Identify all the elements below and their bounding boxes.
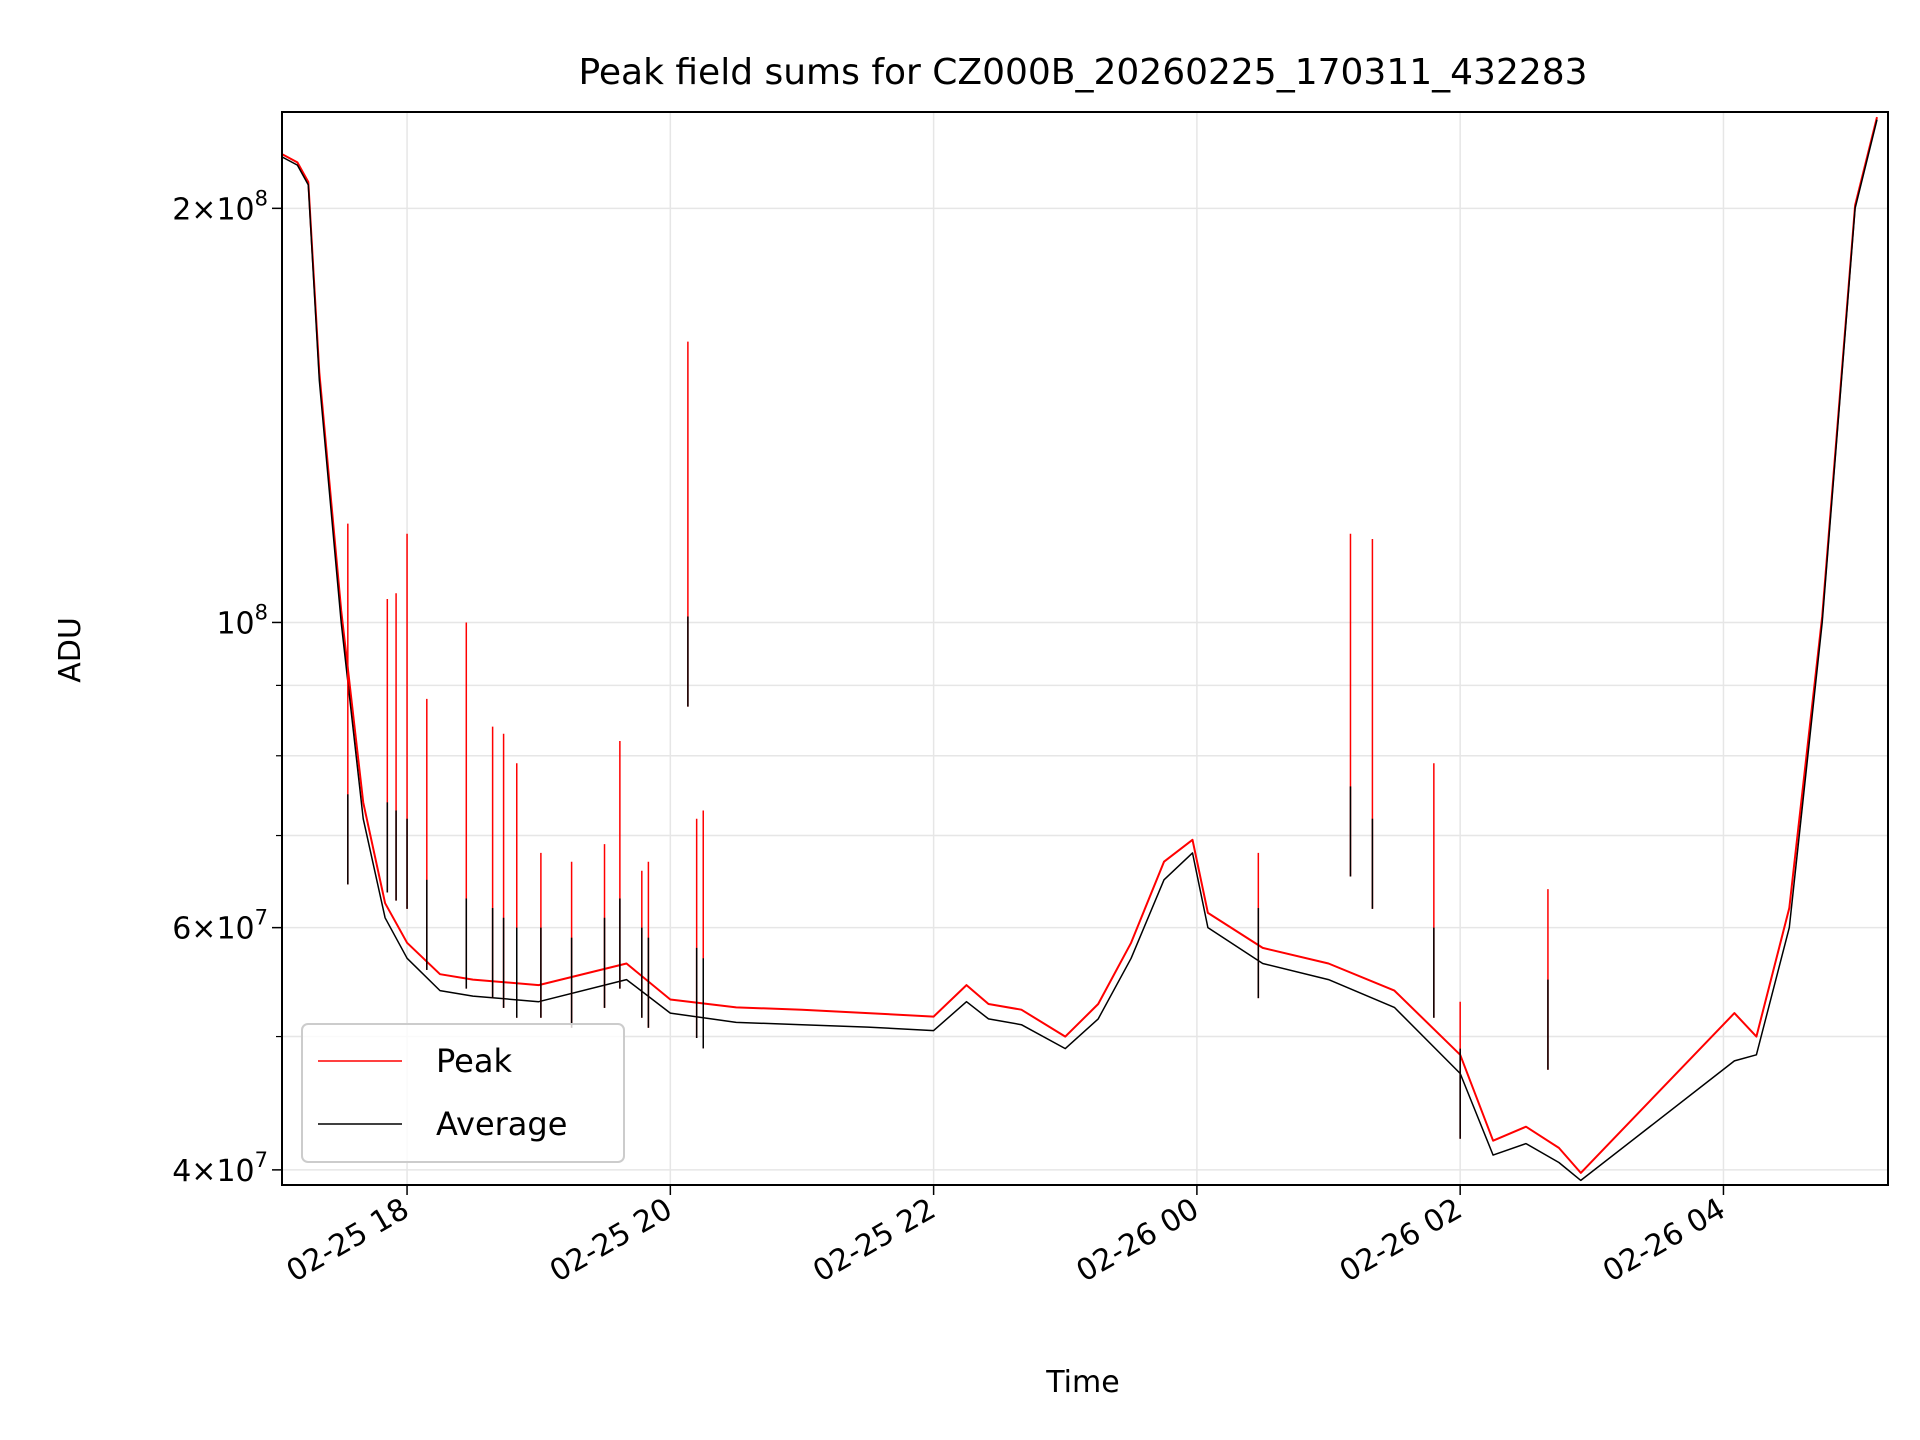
- legend-label-peak: Peak: [436, 1042, 512, 1080]
- series-line-average: [282, 119, 1878, 1182]
- y-tick-label: 4×107: [172, 1148, 268, 1189]
- y-tick-label: 6×107: [172, 906, 268, 947]
- legend-label-average: Average: [436, 1105, 567, 1143]
- series-line-peak: [282, 116, 1878, 1174]
- y-tick-label: 108: [216, 600, 268, 641]
- x-axis-label: Time: [1045, 1365, 1119, 1400]
- y-axis: 4×107 6×107 108 2×108: [172, 186, 282, 1189]
- series-layer: [282, 116, 1878, 1182]
- legend-box: [301, 1023, 625, 1163]
- plot-frame: [281, 111, 1889, 1186]
- y-axis-label: ADU: [53, 617, 88, 683]
- y-tick-label: 2×108: [172, 186, 268, 227]
- legend: Peak Average: [301, 1023, 625, 1163]
- chart-title: Peak field sums for CZ000B_20260225_1703…: [578, 52, 1587, 93]
